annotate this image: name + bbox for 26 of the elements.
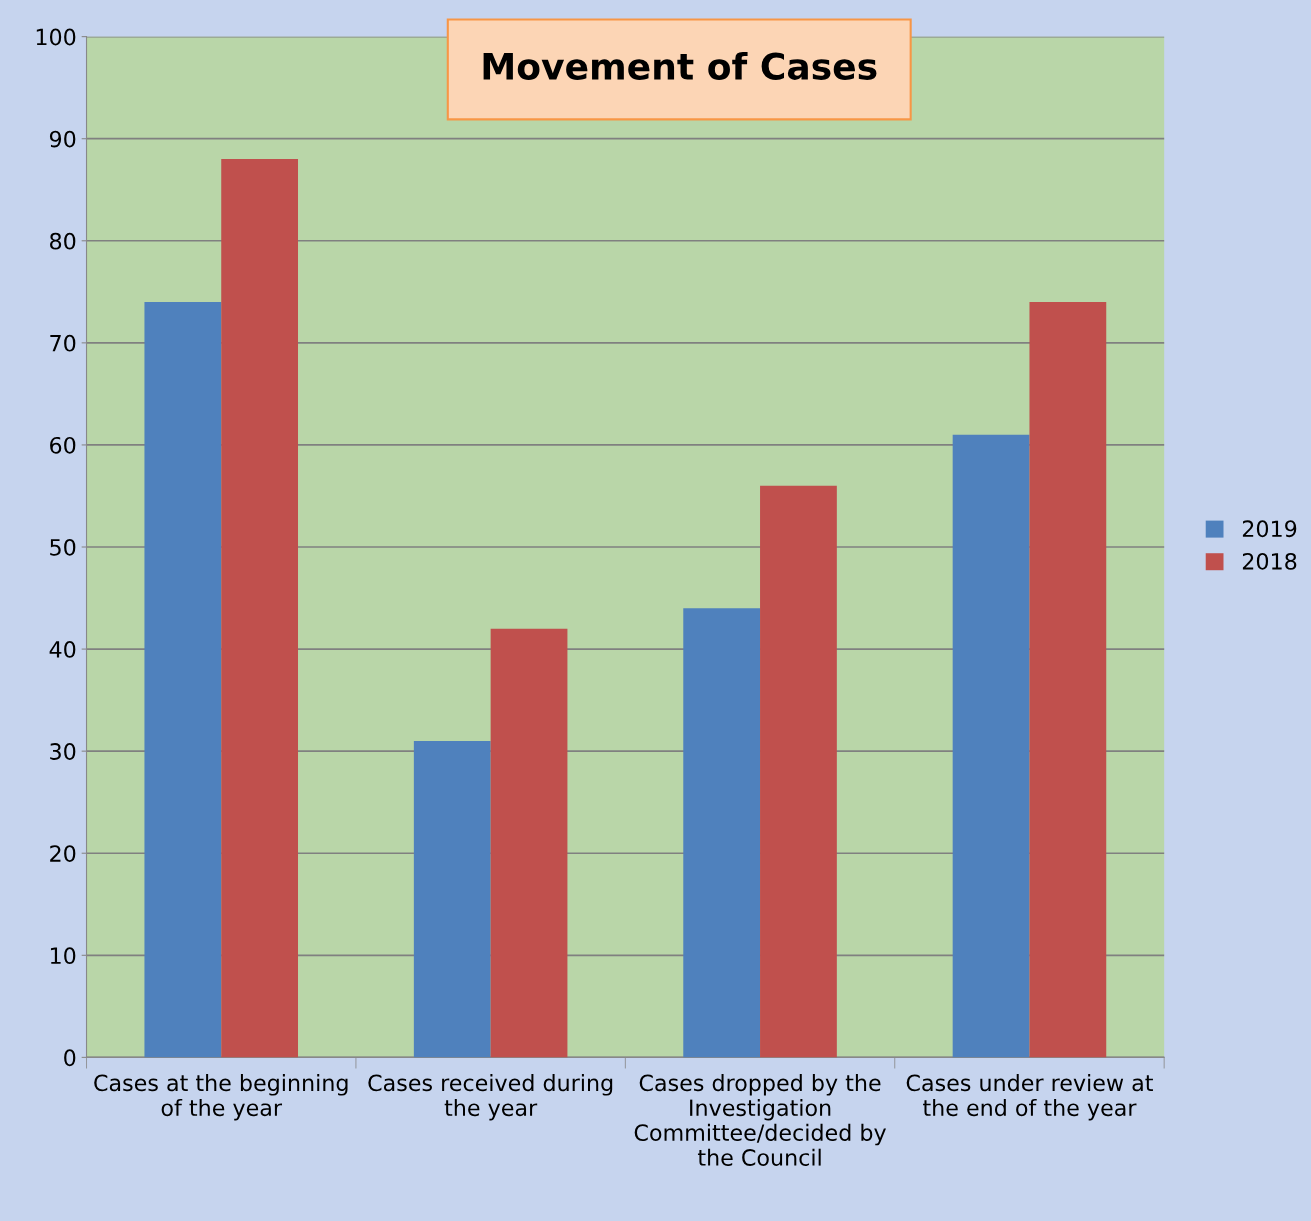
bar (144, 302, 222, 1058)
legend-label: 2019 (1242, 520, 1297, 538)
x-tick-label: Cases dropped by the Investigation Committee/decided by the Council (634, 1074, 886, 1166)
y-tick-label: 40 (49, 641, 76, 658)
x-tick-label: Cases at the beginning of the year (94, 1074, 348, 1121)
bar (490, 628, 568, 1058)
bar (952, 434, 1030, 1058)
y-tick-label: 20 (50, 845, 76, 862)
bar (760, 485, 837, 1058)
y-tick-label: 60 (50, 436, 76, 454)
bar (413, 740, 491, 1058)
x-tick-label: Cases received during the year (368, 1074, 613, 1121)
chart-title: Movement of Cases (483, 51, 877, 80)
y-tick-label: 30 (50, 743, 76, 760)
y-tick-label: 10 (50, 947, 76, 965)
y-tick-label: 90 (49, 130, 76, 148)
legend-label: 2018 (1242, 552, 1297, 570)
y-tick-label: 50 (50, 538, 76, 556)
bar (1029, 302, 1107, 1058)
bar (221, 159, 299, 1058)
y-tick-label: 0 (64, 1049, 76, 1067)
y-tick-label: 80 (50, 232, 76, 250)
x-tick-label: Cases under review at the end of the year (906, 1074, 1153, 1121)
y-tick-label: 70 (50, 334, 76, 352)
y-tick-label: 100 (36, 28, 76, 46)
bar (683, 608, 761, 1058)
